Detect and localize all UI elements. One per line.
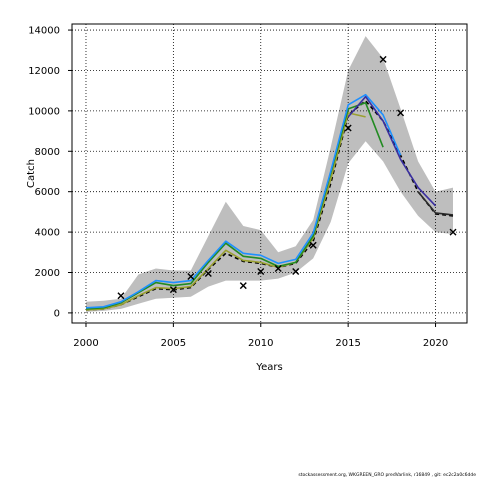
observed-point [274,264,282,272]
y-tick-label: 10000 [28,106,60,117]
observed-point [239,282,247,290]
series-line-5 [347,95,437,207]
x-tick-label: 2020 [423,338,448,349]
confidence-band-layer [86,36,453,312]
y-tick-label: 6000 [35,187,60,198]
y-tick-label: 14000 [28,26,60,37]
observed-point [169,286,177,294]
y-tick-label: 4000 [35,228,60,239]
x-tick-label: 2000 [73,338,98,349]
x-tick-label: 2015 [335,338,360,349]
observed-point-stroke [344,124,352,132]
grid-layer [72,24,467,323]
confidence-band [86,36,453,312]
y-axis-title: Catch [26,159,37,188]
observed-point-stroke [274,264,282,272]
y-tick-label: 8000 [35,147,60,158]
observed-point [344,124,352,132]
series-line-2 [85,112,366,311]
observed-point-stroke [379,55,387,63]
x-tick-label: 2010 [248,338,273,349]
y-tick-label: 12000 [28,66,60,77]
observed-point-stroke [309,241,317,249]
observed-point [117,292,125,300]
observed-point-stroke [239,282,247,290]
observed-point [292,267,300,275]
observed-point [204,270,212,277]
observed-point-stroke [397,109,405,117]
axis-layer: 2000 2005 2010 2015 2020 0 2000 4000 6000 8000 100… [28,26,448,349]
observed-point-stroke [257,267,265,275]
observed-point [309,241,317,249]
footer-text: stockassessment.org, WKGREEN_GRO predVar… [298,473,476,478]
observed-point-stroke [204,270,212,277]
x-axis-title: Years [255,362,282,373]
x-tick-label: 2005 [161,338,186,349]
observed-point-stroke [169,286,177,294]
y-tick-label: 0 [54,308,60,319]
observed-point-stroke [292,267,300,275]
y-tick-label: 2000 [35,268,60,279]
observed-point [257,267,265,275]
observed-point [397,109,405,117]
observed-point [187,273,195,281]
observed-point [379,55,387,63]
observed-point-stroke [117,292,125,300]
observed-points-layer [117,55,457,300]
series-line-4 [85,93,402,309]
series-line-6 [417,191,454,216]
observed-point-stroke [449,228,457,236]
observed-point-stroke [187,273,195,281]
series-layer [85,93,454,311]
plot-frame [71,23,468,324]
observed-point [449,228,457,236]
